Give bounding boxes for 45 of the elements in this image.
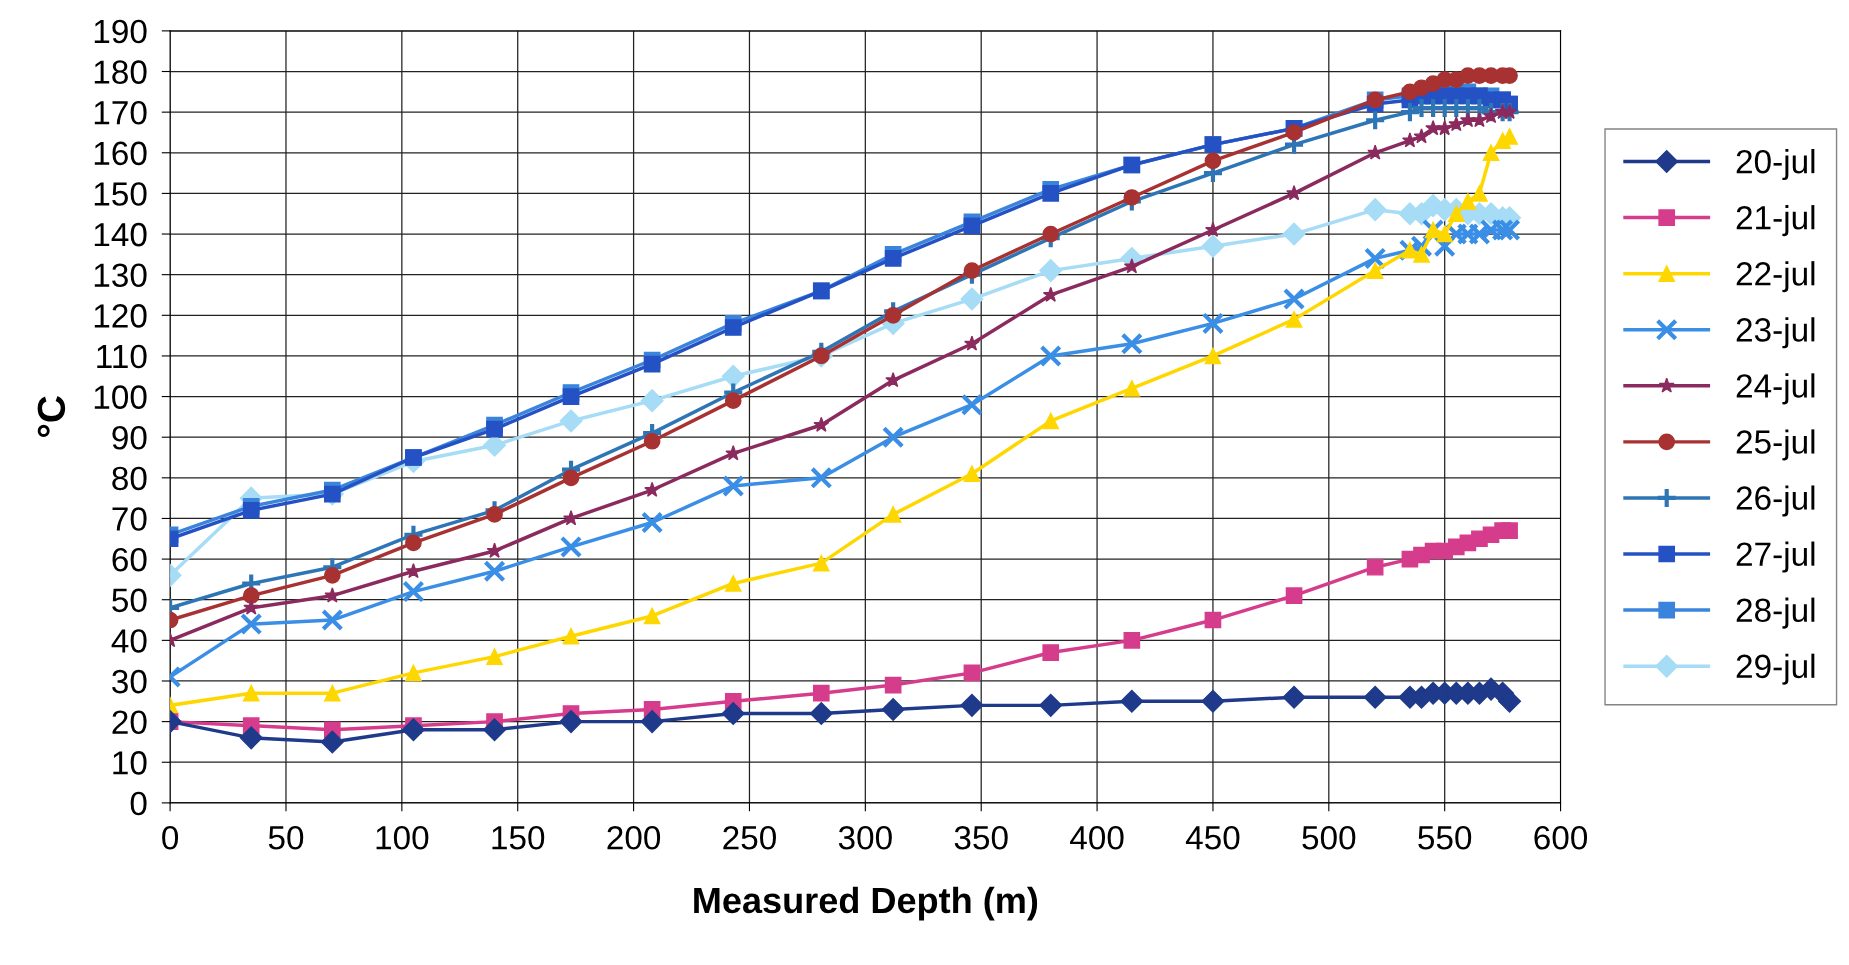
y-tick-label: 190 [94, 19, 147, 44]
x-tick-label: 0 [162, 825, 179, 850]
x-tick-label: 400 [1070, 825, 1124, 850]
x-tick-label: 600 [1534, 825, 1588, 850]
y-tick-label: 180 [94, 60, 147, 84]
y-tick-label: 20 [112, 710, 147, 735]
y-axis-title: °C [37, 396, 66, 437]
x-tick-label: 500 [1302, 825, 1356, 850]
legend-label: 29-jul [1736, 653, 1815, 685]
y-tick-label: 140 [94, 222, 147, 247]
y-tick-label: 60 [112, 547, 147, 572]
y-tick-label: 170 [94, 100, 147, 125]
x-tick-label: 300 [838, 825, 892, 850]
legend-label: 26-jul [1736, 485, 1815, 517]
x-tick-label: 200 [607, 825, 661, 850]
x-tick-label: 50 [268, 825, 304, 850]
y-tick-label: 100 [94, 385, 147, 409]
x-tick-label: 150 [492, 825, 545, 850]
x-tick-label: 250 [723, 825, 776, 850]
legend-label: 20-jul [1736, 149, 1815, 181]
legend-label: 24-jul [1736, 373, 1815, 405]
legend-label: 22-jul [1736, 261, 1815, 293]
legend-label: 21-jul [1736, 205, 1815, 237]
y-tick-label: 30 [112, 669, 147, 694]
x-tick-label: 550 [1418, 825, 1472, 850]
y-tick-label: 160 [94, 141, 147, 166]
x-tick-label: 350 [954, 825, 1008, 850]
legend-label: 27-jul [1736, 541, 1815, 573]
legend-label: 25-jul [1736, 429, 1815, 461]
y-tick-label: 150 [94, 182, 147, 206]
x-tick-label: 100 [376, 825, 429, 850]
y-tick-label: 10 [113, 751, 147, 775]
y-tick-label: 110 [97, 344, 147, 369]
x-tick-label: 450 [1185, 825, 1240, 850]
legend-label: 28-jul [1736, 597, 1815, 629]
y-tick-label: 0 [130, 791, 147, 816]
y-tick-label: 120 [94, 304, 147, 328]
y-tick-label: 90 [112, 426, 147, 450]
legend-label: 23-jul [1736, 317, 1815, 349]
y-tick-label: 40 [111, 629, 147, 653]
y-tick-label: 70 [112, 507, 147, 531]
y-tick-label: 80 [112, 466, 147, 491]
y-tick-label: 50 [112, 588, 147, 613]
y-tick-label: 130 [94, 263, 147, 288]
x-axis-title: Measured Depth (m) [694, 886, 1038, 921]
